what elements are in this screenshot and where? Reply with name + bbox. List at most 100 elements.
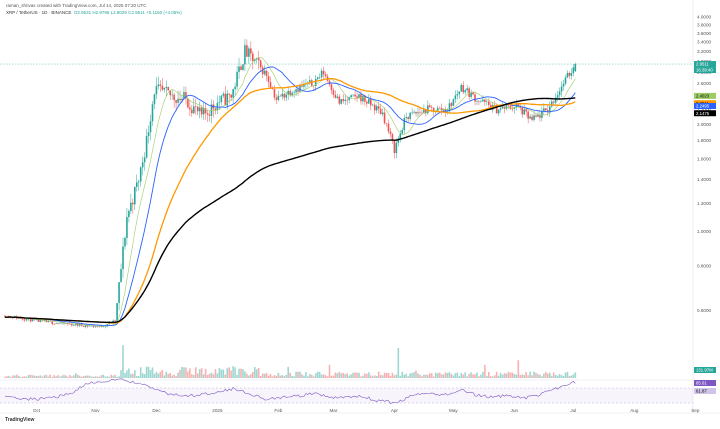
candle-body: [493, 104, 496, 106]
volume-bar: [149, 369, 152, 378]
candle-body: [244, 45, 246, 65]
volume-bar: [393, 375, 396, 378]
volume-bar: [43, 375, 46, 378]
volume-bar: [507, 371, 510, 378]
candle-body: [153, 94, 156, 105]
volume-bar: [558, 374, 561, 378]
candle-body: [403, 118, 406, 131]
candle-body: [65, 323, 67, 325]
time-tick-label: Jun: [511, 408, 519, 413]
candle-body: [114, 320, 116, 322]
candle-body: [84, 325, 87, 327]
volume-bar: [515, 374, 518, 378]
volume-bar: [21, 376, 24, 378]
candle-body: [234, 86, 236, 90]
candle-body: [90, 325, 93, 327]
candle-body: [175, 100, 177, 103]
price-tick-label: 3.6000: [697, 31, 711, 36]
volume-bar: [328, 364, 331, 378]
volume-bar: [106, 376, 109, 378]
volume-bar: [552, 372, 555, 378]
volume-bar: [263, 373, 266, 378]
candle-body: [273, 89, 276, 98]
volume-bar: [482, 371, 484, 378]
volume-bar: [189, 368, 191, 378]
volume-bar: [92, 376, 95, 378]
volume-bar: [25, 376, 28, 378]
price-tick-label: 1.2000: [697, 201, 711, 206]
ma-mid-tag-box: [694, 103, 716, 110]
symbol-label[interactable]: XRP / TetherUS · 1D · BINANCE: [6, 10, 72, 15]
price-tick-label: 3.2000: [697, 49, 711, 54]
volume-bar: [332, 375, 335, 378]
candle-body: [181, 98, 183, 101]
time-tick-label: 2025: [212, 408, 223, 413]
volume-bar: [395, 374, 398, 378]
volume-bar: [503, 373, 506, 378]
candle-body: [53, 323, 55, 325]
candle-body: [474, 94, 476, 102]
candle-body: [183, 92, 185, 99]
volume-bar: [430, 373, 433, 378]
volume-bar: [429, 373, 431, 378]
candle-body: [446, 111, 449, 113]
volume-bar: [495, 371, 498, 378]
volume-bar: [230, 370, 232, 378]
ma-200-line: [4, 97, 576, 324]
candle-body: [177, 98, 179, 103]
volume-bar: [78, 375, 81, 378]
volume-bar: [157, 373, 160, 378]
candle-body: [415, 111, 417, 114]
time-tick-label: Apr: [391, 408, 399, 413]
candle-body: [137, 181, 140, 183]
last-price-tag-text: 2.9511: [696, 62, 709, 67]
volume-bar: [169, 372, 171, 378]
candle-body: [320, 70, 323, 78]
volume-bar: [14, 375, 16, 378]
volume-bar: [456, 372, 459, 378]
candle-body: [348, 97, 350, 101]
volume-bar: [480, 374, 482, 378]
candle-body: [548, 106, 551, 113]
volume-bar: [86, 375, 89, 378]
candle-body: [80, 324, 83, 326]
volume-bar: [250, 374, 252, 378]
volume-bar: [165, 371, 168, 378]
volume-bar: [419, 374, 421, 378]
tradingview-logo[interactable]: TradingView: [5, 417, 35, 423]
candle-body: [484, 99, 486, 102]
volume-bar: [29, 374, 32, 378]
candle-body: [301, 85, 303, 87]
volume-bar: [171, 375, 173, 378]
volume-bar: [242, 369, 244, 378]
candle-body: [366, 101, 368, 104]
candle-body: [531, 116, 533, 120]
volume-bar: [387, 373, 390, 378]
candle-body: [279, 95, 282, 97]
candle-body: [425, 109, 427, 114]
volume-bar: [265, 372, 268, 378]
candle-body: [171, 94, 173, 96]
volume-bar: [519, 374, 522, 378]
moving-averages: [4, 56, 576, 327]
candle-body: [330, 84, 333, 91]
candle-body: [240, 66, 242, 70]
volume-bar: [267, 375, 270, 378]
candle-body: [466, 88, 468, 91]
volume-bar: [59, 376, 61, 378]
candle-body: [255, 58, 258, 60]
candle-body: [102, 326, 105, 328]
volume-bar: [96, 376, 99, 378]
volume-bar: [427, 375, 429, 378]
volume-bar: [301, 374, 303, 378]
volume-bar: [208, 373, 211, 378]
volume-bar: [202, 374, 205, 378]
volume-bar: [206, 374, 209, 378]
volume-bar: [289, 372, 291, 378]
volume-bar: [358, 372, 360, 378]
candle-body: [19, 317, 22, 319]
candle-body: [194, 106, 197, 107]
candle-body: [371, 104, 374, 106]
volume-bar: [340, 373, 343, 378]
